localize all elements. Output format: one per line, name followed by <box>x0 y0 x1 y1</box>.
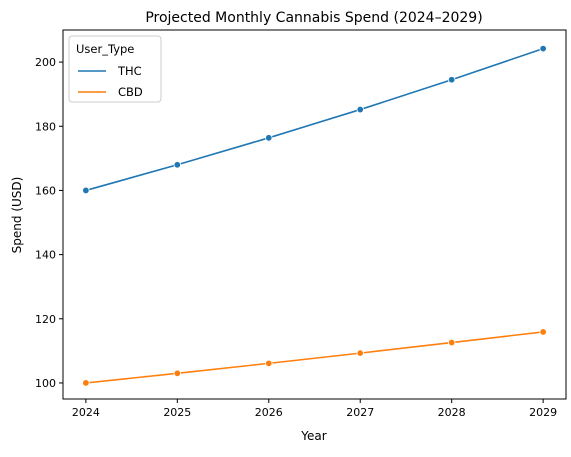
plot-area <box>82 44 547 387</box>
y-tick-label: 120 <box>35 313 56 326</box>
chart-title: Projected Monthly Cannabis Spend (2024–2… <box>145 10 482 26</box>
x-tick-label: 2024 <box>72 406 100 419</box>
data-point-thc <box>356 105 364 114</box>
series-line-thc <box>85 47 544 192</box>
y-tick-label: 180 <box>35 120 56 133</box>
data-point-thc <box>447 76 456 84</box>
y-tick-label: 160 <box>35 184 56 197</box>
legend-title: User_Type <box>76 42 134 56</box>
legend-label: THC <box>117 64 142 78</box>
x-axis-label: Year <box>300 429 326 443</box>
x-tick-label: 2028 <box>438 406 466 419</box>
data-point-thc <box>265 134 273 142</box>
data-point-cbd <box>447 338 456 347</box>
data-point-cbd <box>82 379 90 387</box>
x-tick-label: 2026 <box>255 406 283 419</box>
data-point-thc <box>539 44 547 53</box>
y-tick-label: 100 <box>35 377 56 390</box>
x-tick-label: 2025 <box>163 406 191 419</box>
x-tick-label: 2029 <box>529 406 557 419</box>
data-point-cbd <box>173 369 182 378</box>
legend-box <box>68 35 162 103</box>
legend: User_Type THC CBD <box>68 35 162 103</box>
y-axis-label: Spend (USD) <box>10 177 24 254</box>
y-tick-label: 200 <box>35 56 56 69</box>
data-point-cbd <box>265 359 273 368</box>
plot-frame <box>62 29 567 400</box>
data-point-thc <box>173 161 182 169</box>
data-point-cbd <box>539 328 547 336</box>
data-point-thc <box>82 186 90 195</box>
y-tick-label: 140 <box>35 249 56 262</box>
y-axis: 100 120 140 160 180 200 <box>35 56 63 390</box>
data-point-cbd <box>356 349 364 357</box>
x-tick-label: 2027 <box>346 406 374 419</box>
x-axis: 2024 2025 2026 2027 2028 2029 <box>72 399 557 419</box>
series-line-cbd <box>85 331 544 384</box>
legend-label: CBD <box>118 85 143 99</box>
